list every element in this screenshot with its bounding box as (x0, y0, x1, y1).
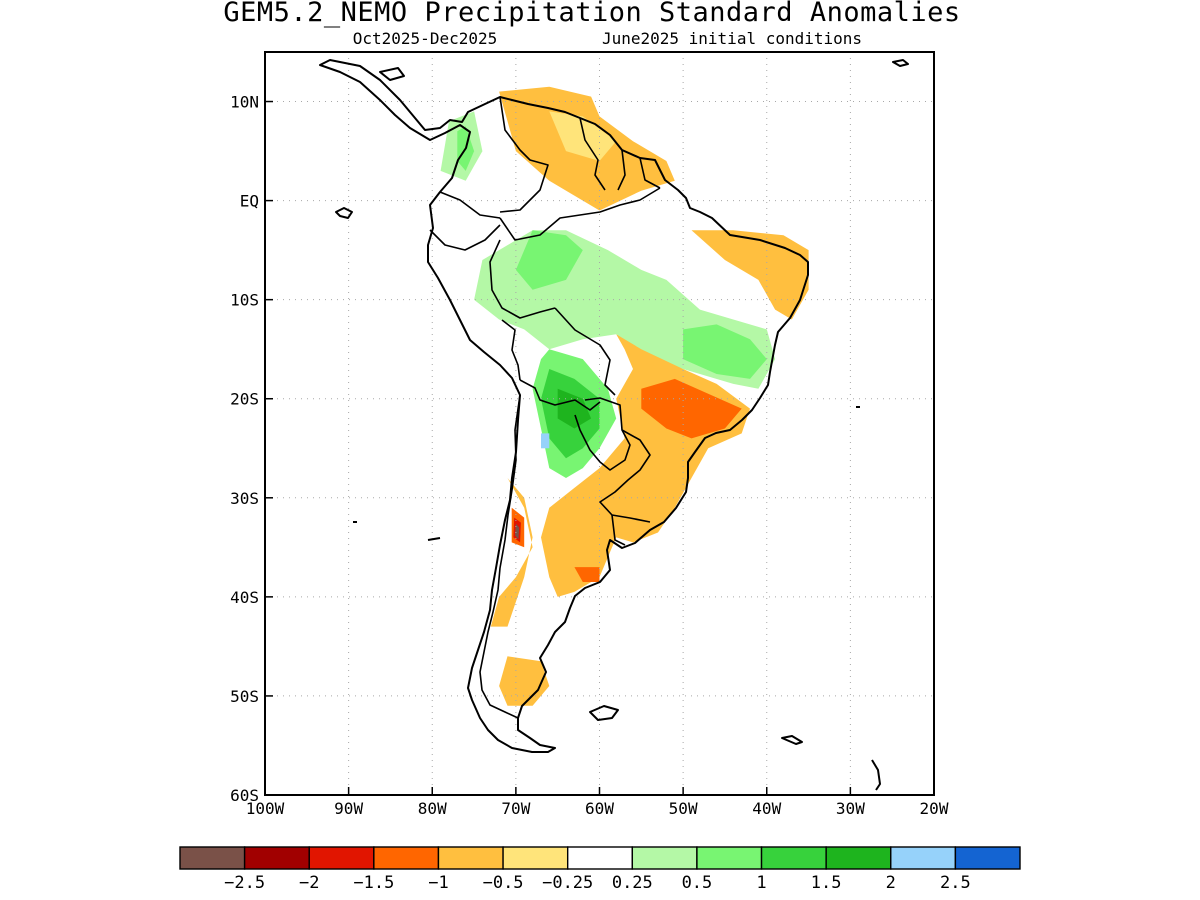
south-georgia (781, 735, 803, 745)
colorbar-label: −2 (299, 873, 319, 893)
lon-tick-label: 30W (836, 799, 865, 818)
lat-tick-label: 60S (230, 786, 259, 805)
colorbar-swatch (308, 846, 375, 870)
uruguay-border (611, 514, 626, 546)
colorbar-label: 1.5 (811, 873, 842, 893)
argentina-brazil-border (599, 429, 651, 523)
colorbar-label: −2.5 (224, 873, 265, 893)
axis-ticks-and-labels: 100W 90W 80W 70W 60W 50W 40W 30W 20W 10N EQ 10S 20S 3… (230, 93, 949, 818)
bolivia-south-border (519, 379, 601, 411)
anomaly-region-10 (499, 656, 550, 706)
colorbar-swatch (373, 846, 440, 870)
peru-brazil-border (489, 239, 556, 319)
colorbar-label: −0.5 (483, 873, 524, 893)
lat-tick-label: 40S (230, 588, 259, 607)
colorbar: −2.5 −2 −1.5 −1 −0.5 −0.25 0.25 0.5 1 1.5 2 2.5 (179, 846, 1021, 893)
colorbar-swatch (760, 846, 827, 870)
lat-tick-label: 10S (230, 291, 259, 310)
colorbar-label: 0.5 (682, 873, 713, 893)
init-conditions-subtitle: June2025 initial conditions (602, 29, 862, 48)
ecuador-peru-border (429, 224, 501, 251)
colorbar-swatch (825, 846, 892, 870)
colombia-venezuela-border (499, 96, 549, 213)
south-sandwich-islands (871, 759, 881, 791)
lon-tick-label: 90W (334, 799, 363, 818)
brazil-north-border (499, 187, 661, 241)
lon-tick-label: 100W (246, 799, 285, 818)
colorbar-label: 2 (886, 873, 896, 893)
colorbar-swatch (890, 846, 957, 870)
ecuador-colombia-border (439, 191, 501, 219)
lat-tick-label: 20S (230, 390, 259, 409)
lon-tick-label: 70W (501, 799, 530, 818)
suriname-guiana-border (639, 157, 661, 189)
map-plot-area (265, 52, 934, 795)
anomaly-region-14 (541, 433, 550, 449)
colorbar-swatch (243, 846, 310, 870)
guyana-suriname-border (617, 149, 626, 191)
venezuela-guyana-border (579, 117, 606, 191)
lon-tick-label: 50W (669, 799, 698, 818)
figure-title: GEM5.2_NEMO Precipitation Standard Anoma… (223, 0, 960, 28)
anomaly-region-16 (515, 230, 583, 290)
caribbean-islands (379, 59, 909, 81)
lat-tick-label: 10N (230, 93, 259, 112)
colorbar-swatch (954, 846, 1021, 870)
colorbar-swatch (179, 846, 246, 870)
anomaly-region-13 (557, 388, 592, 429)
juan-fernandez (427, 537, 441, 541)
bolivia-brazil-border (554, 307, 616, 396)
colorbar-swatch (631, 846, 698, 870)
colorbar-label: 1 (756, 873, 766, 893)
chile-argentina-border (479, 394, 521, 719)
anomaly-region-5 (574, 567, 600, 582)
anomaly-region-4 (641, 378, 742, 439)
country-borders (429, 96, 661, 719)
peru-bolivia-border (501, 319, 521, 381)
anomaly-region-9 (515, 523, 520, 540)
colorbar-label: −0.25 (542, 873, 593, 893)
colorbar-label: 0.25 (612, 873, 653, 893)
lon-tick-label: 20W (920, 799, 949, 818)
south-america-coastline (319, 59, 809, 753)
colorbar-label: 2.5 (940, 873, 971, 893)
colorbar-label: −1 (428, 873, 448, 893)
anomaly-region-2 (691, 230, 809, 320)
lat-tick-label: 50S (230, 687, 259, 706)
colorbar-label: −1.5 (353, 873, 394, 893)
colorbar-swatch (437, 846, 504, 870)
galapagos-islands (335, 207, 353, 219)
lon-tick-label: 60W (585, 799, 614, 818)
lon-tick-label: 40W (752, 799, 781, 818)
lon-tick-label: 80W (418, 799, 447, 818)
coastlines (319, 59, 909, 791)
lat-tick-label: EQ (240, 192, 259, 211)
falkland-islands (589, 705, 619, 721)
colorbar-swatch (566, 846, 634, 870)
colorbar-swatch (696, 846, 763, 870)
anomaly-region-17 (683, 324, 767, 379)
colorbar-swatch (502, 846, 569, 870)
period-subtitle: Oct2025-Dec2025 (353, 29, 498, 48)
paraguay-border (574, 397, 631, 471)
lat-tick-label: 30S (230, 489, 259, 508)
